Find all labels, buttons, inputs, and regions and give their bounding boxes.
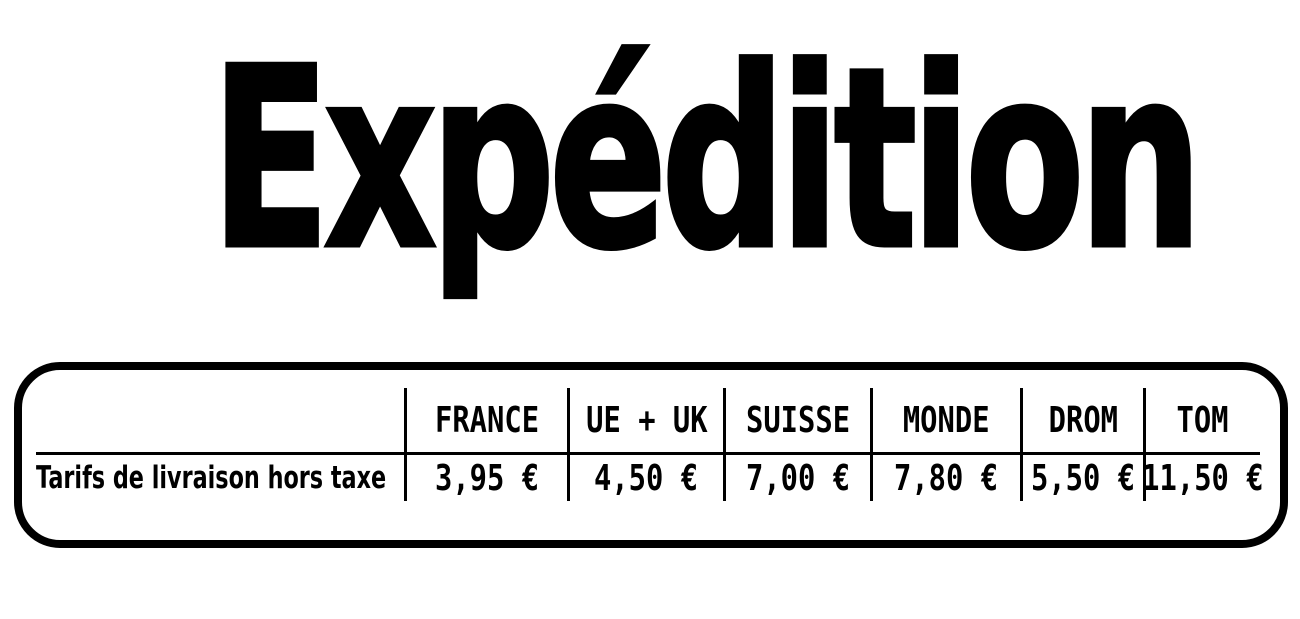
column-header-drom: DROM xyxy=(1020,388,1143,455)
column-header-monde: MONDE xyxy=(870,388,1020,455)
rate-monde: 7,80 € xyxy=(870,455,1020,501)
column-header-tom: TOM xyxy=(1143,388,1260,455)
column-header-suisse: SUISSE xyxy=(723,388,870,455)
empty-header-cell xyxy=(36,388,404,455)
rate-drom: 5,50 € xyxy=(1020,455,1143,501)
row-label: Tarifs de livraison hors taxe xyxy=(36,460,387,496)
rates-grid: FRANCE UE + UK SUISSE MONDE DROM TOM Tar… xyxy=(36,388,1264,501)
page-title: Expédition xyxy=(209,16,1204,304)
shipping-rates-table: FRANCE UE + UK SUISSE MONDE DROM TOM Tar… xyxy=(14,362,1288,548)
column-header-ue-uk: UE + UK xyxy=(567,388,723,455)
column-header-france: FRANCE xyxy=(404,388,567,455)
rate-ue-uk: 4,50 € xyxy=(567,455,723,501)
rate-tom: 11,50 € xyxy=(1142,455,1264,501)
rate-suisse: 7,00 € xyxy=(723,455,870,501)
title-container: Expédition xyxy=(0,16,1300,304)
rate-france: 3,95 € xyxy=(404,455,567,501)
